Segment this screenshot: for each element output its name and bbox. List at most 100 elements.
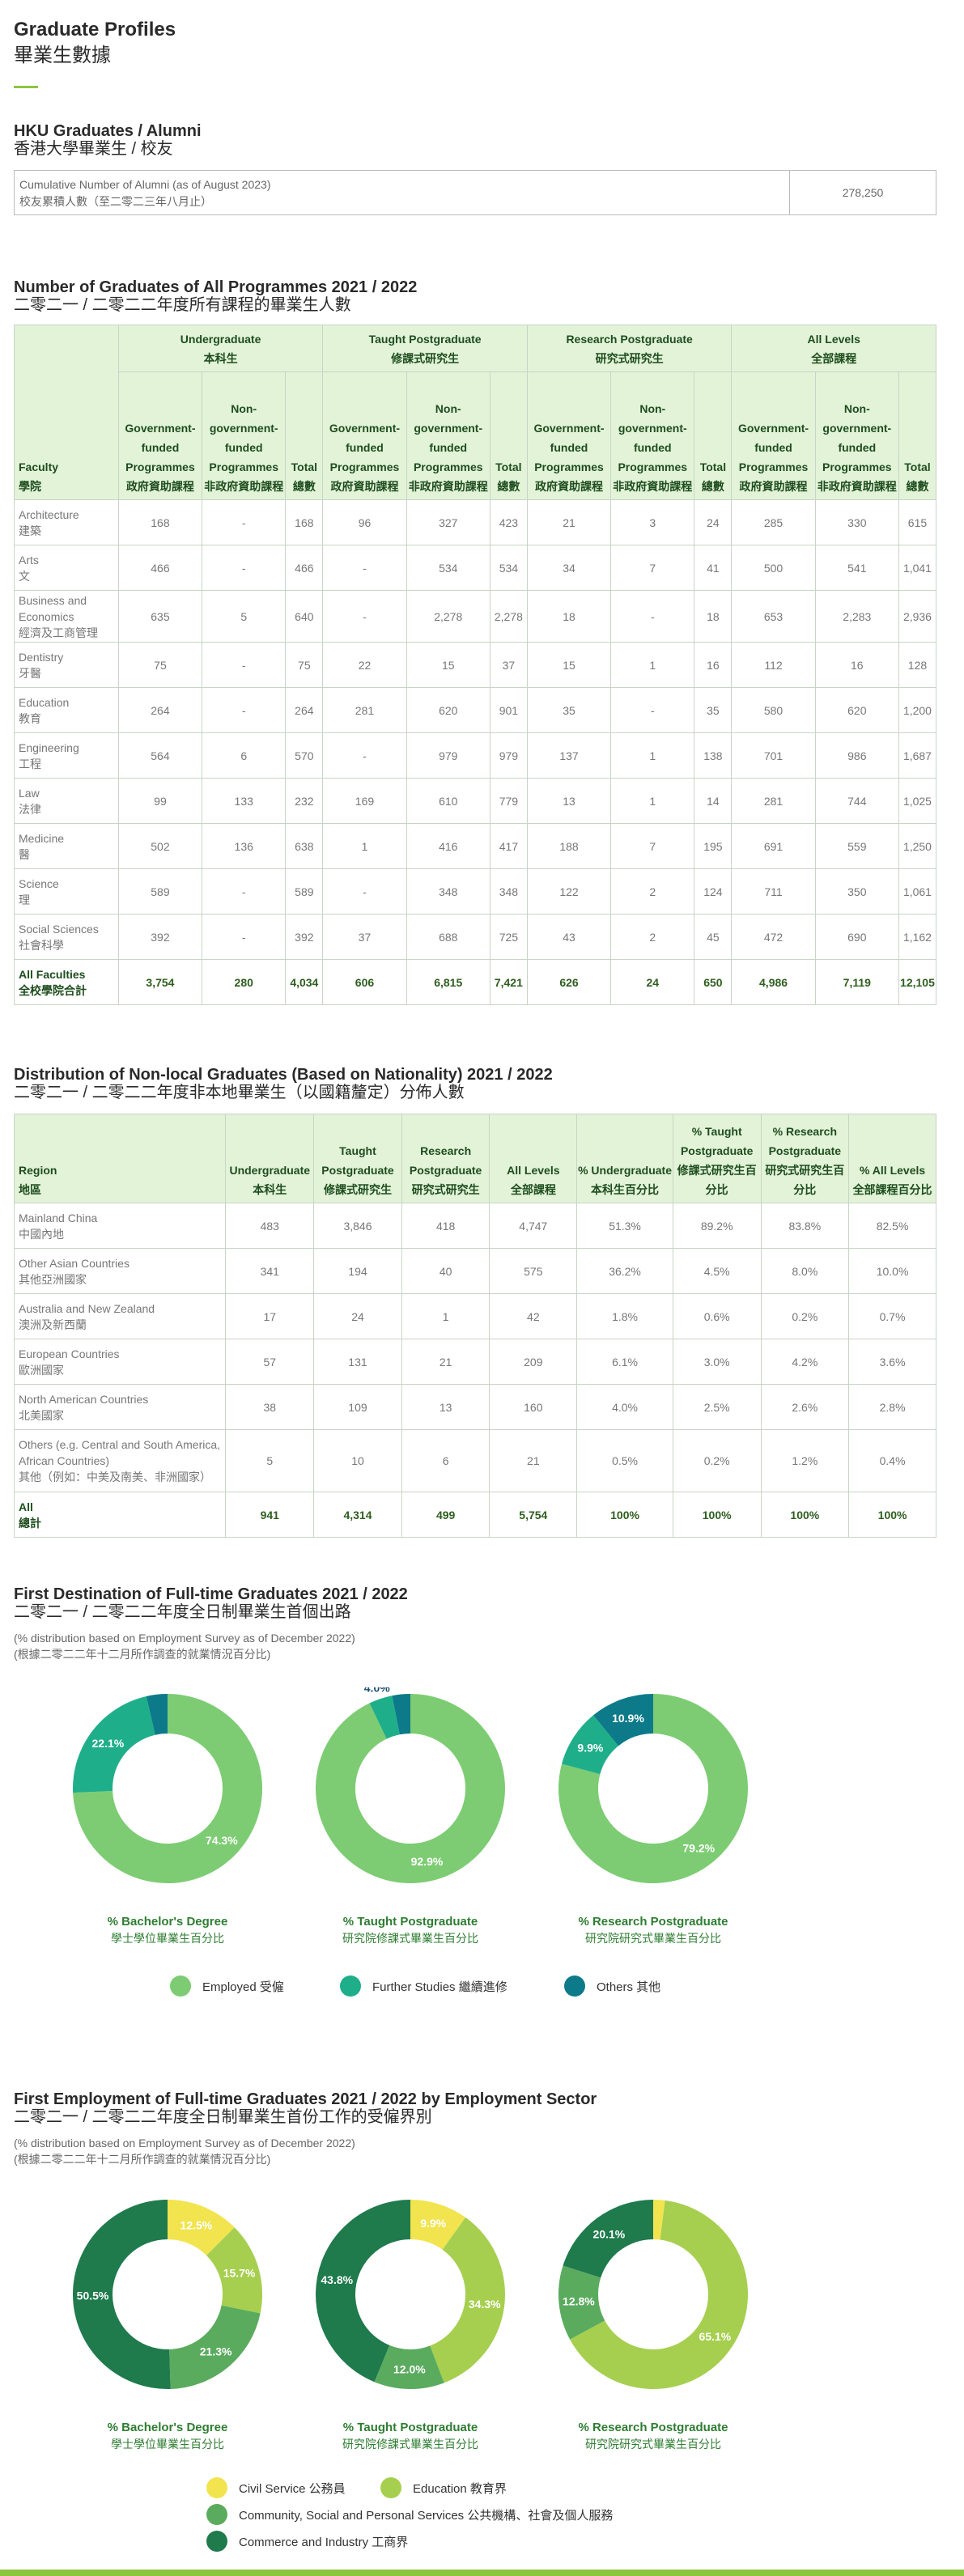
- region-name-zh: 總計: [19, 1516, 41, 1530]
- legend-civil-service: Civil Service 公務員: [206, 2477, 346, 2498]
- legend-dot: [564, 1975, 585, 1997]
- faculty-header-zh: 學院: [19, 480, 41, 493]
- group-header: Taught Postgraduate 修課式研究生: [322, 325, 528, 372]
- column-header-zh: 全部課程百分比: [852, 1183, 932, 1196]
- table-cell: 392: [285, 914, 324, 960]
- column-header: % All Levels 全部課程百分比: [848, 1114, 936, 1203]
- nonlocal-table: Region 地區 Undergraduate 本科生 Taught Postgra…: [13, 1114, 936, 1538]
- legend-label: Others 其他: [597, 1980, 661, 1994]
- table-cell: -: [202, 499, 287, 545]
- table-cell: 635: [117, 590, 203, 643]
- group-header-en: Undergraduate: [180, 332, 261, 346]
- faculty-header-en: Faculty: [19, 460, 59, 473]
- taught-pg-sector-donut: 9.9% 34.3% 12.0% 43.8%: [315, 2200, 505, 2389]
- donut-slice-label: 9.9%: [420, 2217, 446, 2230]
- table-cell: 21: [489, 1429, 578, 1492]
- table-cell: 348: [406, 868, 490, 915]
- donut-slice: [563, 2200, 653, 2278]
- faculty-name-zh: 全校學院合計: [19, 983, 87, 997]
- table-cell: 1,061: [898, 868, 937, 915]
- alumni-box: Cumulative Number of Alumni (as of Augus…: [14, 170, 936, 215]
- table-cell: 45: [694, 914, 733, 960]
- caption-subtitle: 學士學位畢業生百分比: [111, 2438, 224, 2451]
- graduates-table-title-zh: 二零二一 / 二零二二年度所有課程的畢業生人數: [14, 296, 351, 314]
- table-row: Dentistry 牙醫 75-75 22 15 37 15 1 16 112 16 128: [14, 642, 937, 688]
- region-name-zh: 澳洲及新西蘭: [19, 1318, 87, 1331]
- table-cell: 7,421: [489, 959, 528, 1005]
- column-header: Total 總數: [694, 371, 733, 500]
- table-cell: 21: [526, 499, 612, 545]
- table-cell: 100%: [576, 1492, 673, 1538]
- table-cell: 109: [313, 1384, 402, 1430]
- table-cell: 16: [694, 642, 733, 688]
- table-cell: 417: [489, 823, 528, 869]
- column-header-en: Total: [904, 460, 931, 473]
- title-underline: [14, 86, 38, 88]
- column-header-zh: 研究式研究生百分比: [765, 1164, 845, 1196]
- table-cell: 75: [117, 642, 203, 688]
- table-cell: 575: [489, 1248, 578, 1294]
- bachelor-sector-caption: % Bachelor's Degree 學士學位畢業生百分比: [62, 2420, 273, 2452]
- table-cell: 160: [489, 1384, 578, 1430]
- region-name-zh: 其他（例如：中美及南美、非洲國家）: [19, 1470, 211, 1483]
- table-cell: 0.2%: [672, 1429, 762, 1492]
- table-cell: 6.1%: [576, 1339, 673, 1385]
- region-cell: All 總計: [13, 1492, 227, 1538]
- table-cell: 779: [489, 778, 528, 824]
- table-cell: 423: [489, 499, 528, 545]
- caption-subtitle: 研究院研究式畢業生百分比: [585, 1932, 721, 1945]
- group-header-en: Research Postgraduate: [566, 332, 693, 346]
- column-header-zh: 總數: [701, 480, 724, 493]
- table-cell: 281: [731, 778, 816, 824]
- table-cell: 0.6%: [672, 1293, 762, 1339]
- column-header-en: Non-government-funded Programmes: [618, 402, 688, 473]
- table-cell: 1.2%: [760, 1429, 850, 1492]
- column-header-zh: 非政府資助課程: [204, 480, 284, 493]
- donut-slice: [316, 1694, 505, 1883]
- donut-slice-label: 20.1%: [593, 2227, 626, 2240]
- legend-dot: [206, 2504, 227, 2525]
- table-cell: 1,025: [898, 778, 937, 824]
- table-cell: 1: [610, 642, 695, 688]
- faculty-cell: Architecture 建築: [14, 499, 119, 545]
- donut-slice: [206, 2227, 262, 2314]
- column-header-zh: 總數: [292, 480, 316, 493]
- region-name-en: Mainland China: [19, 1211, 98, 1224]
- column-header-zh: 本科生百分比: [591, 1183, 660, 1196]
- group-header-en: Taught Postgraduate: [368, 332, 482, 346]
- caption-title: % Taught Postgraduate: [342, 2421, 478, 2434]
- nonlocal-table-title-zh: 二零二一 / 二零二二年度非本地畢業生（以國籍釐定）分佈人數: [14, 1084, 465, 1101]
- donut-slice: [392, 1694, 410, 1735]
- table-cell: 34: [526, 545, 612, 591]
- donut-slice-label: 4.0%: [364, 1687, 390, 1695]
- table-cell: -: [202, 914, 287, 960]
- donut-slice-label: 15.7%: [223, 2266, 256, 2279]
- column-header: % Research Postgraduate 研究式研究生百分比: [760, 1114, 850, 1203]
- graduates-group-header-row: Faculty 學院 Undergraduate 本科生 Taught Postg…: [14, 325, 936, 500]
- table-cell: 100%: [760, 1492, 850, 1538]
- table-cell: 57: [225, 1339, 315, 1385]
- caption-title: % Taught Postgraduate: [342, 1915, 478, 1929]
- region-name-en: Australia and New Zealand: [19, 1301, 155, 1315]
- table-cell: 0.4%: [848, 1429, 936, 1492]
- table-cell: 96: [322, 499, 407, 545]
- sector-note: (% distribution based on Employment Surv…: [14, 2137, 355, 2149]
- table-cell: 416: [406, 823, 490, 869]
- table-cell: 17: [225, 1293, 315, 1339]
- table-cell: 6: [401, 1429, 490, 1492]
- caption-title: % Research Postgraduate: [578, 1915, 728, 1929]
- table-cell: 559: [814, 823, 899, 869]
- faculty-name-en: Medicine: [19, 831, 65, 845]
- table-cell: 466: [117, 545, 203, 591]
- column-header-zh: 政府資助課程: [739, 480, 808, 493]
- donut-slice: [592, 1694, 653, 1746]
- table-cell: 100%: [848, 1492, 936, 1538]
- table-cell: 979: [406, 732, 490, 779]
- donut-slice: [73, 2200, 171, 2389]
- region-cell: Mainland China 中國內地: [13, 1203, 227, 1249]
- table-cell: 42: [489, 1293, 578, 1339]
- graduates-table-title: Number of Graduates of All Programmes 20…: [14, 278, 418, 296]
- table-cell: -: [322, 545, 407, 591]
- column-header-zh: 修課式研究生百分比: [677, 1164, 757, 1196]
- table-cell: 3,754: [117, 959, 203, 1005]
